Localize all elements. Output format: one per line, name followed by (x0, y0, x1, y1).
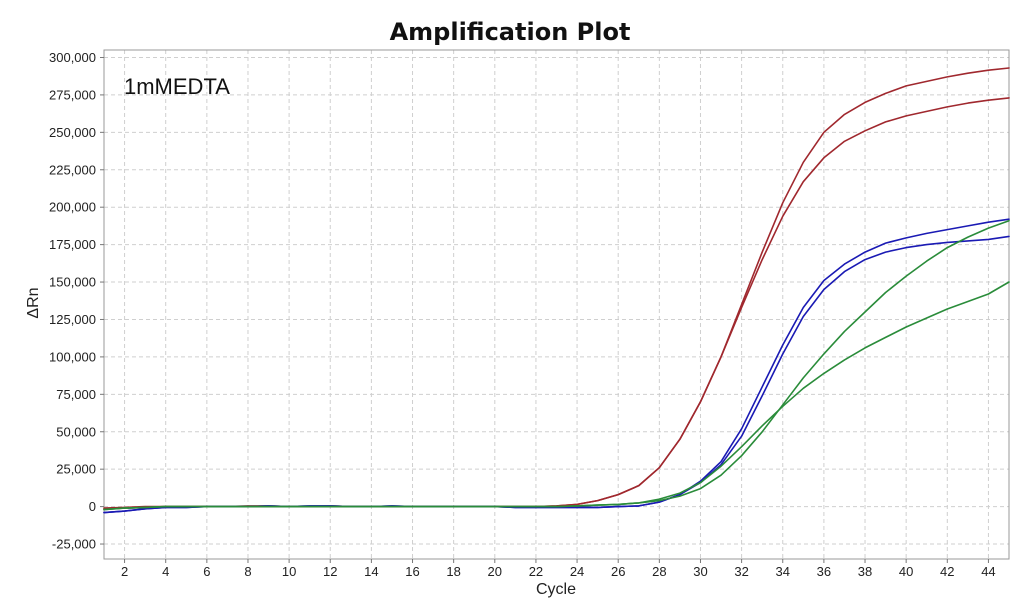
y-tick-label: 100,000 (49, 349, 96, 364)
x-tick-label: 28 (652, 564, 666, 579)
x-tick-label: 10 (282, 564, 296, 579)
x-tick-label: 24 (570, 564, 584, 579)
grid-lines (104, 50, 1009, 559)
x-axis-ticks: 2 4 6 8 10 12 14 16 18 20 22 24 26 28 30 32 34 36 38 40 42 44 (121, 559, 996, 579)
plot-frame (103, 49, 1010, 560)
y-tick-label: 225,000 (49, 162, 96, 177)
x-tick-label: 4 (162, 564, 169, 579)
x-tick-label: 22 (529, 564, 543, 579)
x-tick-label: 32 (734, 564, 748, 579)
x-tick-label: 36 (817, 564, 831, 579)
x-tick-label: 14 (364, 564, 378, 579)
y-tick-label: 250,000 (49, 125, 96, 140)
y-tick-label: 175,000 (49, 237, 96, 252)
y-tick-label: 75,000 (56, 387, 96, 402)
y-tick-label: -25,000 (52, 537, 96, 552)
x-tick-label: 42 (940, 564, 954, 579)
series-line-6 (103, 281, 1010, 511)
series-line-1 (103, 67, 1010, 509)
series-line-5 (103, 219, 1010, 511)
x-tick-label: 26 (611, 564, 625, 579)
y-tick-label: 200,000 (49, 200, 96, 215)
series-lines (103, 67, 1010, 514)
x-tick-label: 44 (981, 564, 995, 579)
y-tick-label: 50,000 (56, 424, 96, 439)
x-tick-label: 38 (858, 564, 872, 579)
x-tick-label: 18 (446, 564, 460, 579)
y-tick-label: 300,000 (49, 50, 96, 65)
condition-annotation: 1mMEDTA (124, 74, 230, 99)
y-axis-ticks: -25,000 0 25,000 50,000 75,000 100,000 125,000… (49, 50, 104, 552)
x-tick-label: 6 (203, 564, 210, 579)
y-tick-label: 275,000 (49, 87, 96, 102)
x-tick-label: 12 (323, 564, 337, 579)
chart-title: Amplification Plot (390, 18, 631, 46)
y-tick-label: 25,000 (56, 462, 96, 477)
series-line-4 (103, 235, 1010, 514)
x-tick-label: 40 (899, 564, 913, 579)
y-axis-label: ΔRn (25, 287, 42, 318)
x-tick-label: 34 (776, 564, 790, 579)
x-tick-label: 20 (488, 564, 502, 579)
y-tick-label: 150,000 (49, 275, 96, 290)
series-line-3 (103, 218, 1010, 514)
x-tick-label: 8 (244, 564, 251, 579)
y-tick-label: 125,000 (49, 312, 96, 327)
y-tick-label: 0 (89, 499, 96, 514)
x-axis-label: Cycle (536, 581, 576, 598)
x-tick-label: 16 (405, 564, 419, 579)
x-tick-label: 2 (121, 564, 128, 579)
x-tick-label: 30 (693, 564, 707, 579)
